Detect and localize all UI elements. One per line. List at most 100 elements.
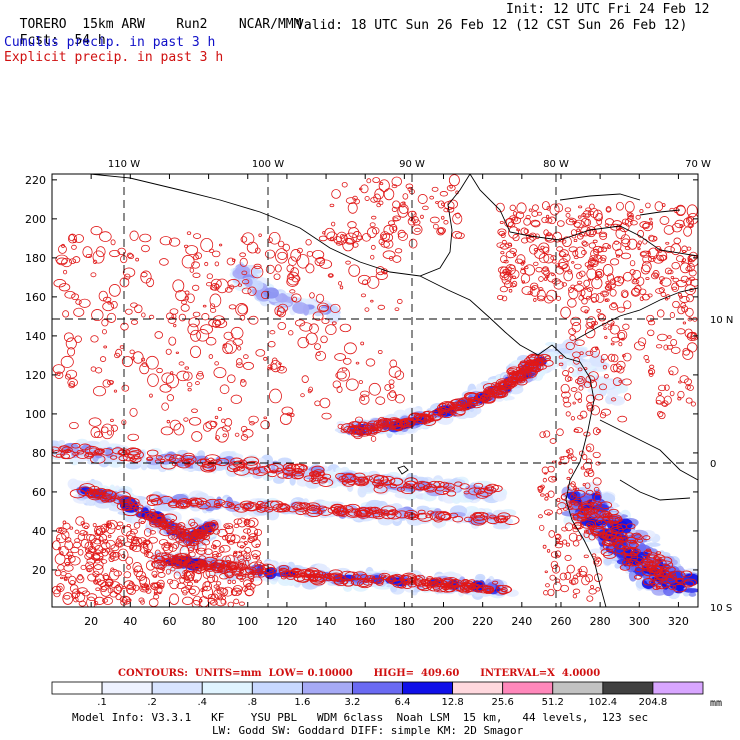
- precip-contour: [353, 198, 360, 205]
- precip-contour: [134, 304, 143, 314]
- precip-contour: [580, 305, 590, 313]
- precip-contour: [370, 435, 377, 442]
- precip-contour: [231, 579, 237, 584]
- precip-contour: [395, 510, 409, 519]
- precip-contour: [214, 361, 219, 366]
- precip-contour: [412, 219, 421, 226]
- precip-contour: [175, 536, 186, 543]
- precip-contour: [240, 550, 248, 557]
- precip-contour: [153, 594, 160, 600]
- precip-contour: [110, 567, 115, 572]
- precip-contour: [388, 379, 395, 385]
- precip-contour: [629, 260, 636, 267]
- precip-contour: [603, 327, 607, 330]
- precip-contour: [561, 391, 571, 399]
- precip-contour: [462, 585, 474, 593]
- precip-contour: [322, 231, 326, 235]
- precip-contour: [285, 463, 300, 473]
- precip-contour: [121, 504, 132, 511]
- precip-contour: [171, 535, 175, 539]
- precip-contour: [646, 314, 655, 323]
- precip-contour: [579, 289, 586, 297]
- precip-contour: [541, 201, 550, 211]
- precip-contour: [501, 295, 508, 302]
- precip-contour: [530, 219, 541, 227]
- precip-contour: [685, 307, 694, 317]
- precip-contour: [54, 553, 66, 565]
- precip-contour: [679, 262, 691, 274]
- precip-contour: [584, 286, 588, 290]
- precip-contour: [566, 564, 575, 574]
- precip-contour: [552, 231, 563, 243]
- precip-contour: [455, 212, 461, 219]
- precip-contour: [259, 563, 275, 573]
- precip-contour: [659, 216, 670, 225]
- precip-contour: [343, 425, 356, 434]
- precip-cell: [263, 287, 279, 299]
- precip-cell: [474, 480, 492, 486]
- precip-contour: [101, 329, 107, 335]
- precip-contour: [592, 239, 598, 244]
- precip-contour: [293, 502, 309, 512]
- precip-contour: [685, 397, 693, 404]
- precip-contour: [282, 472, 294, 480]
- precip-contour: [204, 531, 212, 536]
- precip-contour: [397, 583, 407, 589]
- precip-contour: [497, 266, 509, 274]
- precip-contour: [652, 270, 660, 278]
- precip-contour: [166, 419, 171, 424]
- precip-contour: [604, 223, 610, 228]
- precip-contour: [592, 451, 601, 459]
- precip-contour: [559, 249, 569, 258]
- precip-contour: [373, 193, 381, 203]
- precip-contour: [372, 512, 385, 520]
- precip-contour: [417, 481, 432, 490]
- precip-contour: [389, 390, 397, 398]
- precip-contour: [531, 286, 536, 291]
- precip-contour: [601, 291, 608, 296]
- precip-contour: [660, 291, 667, 297]
- precip-contour: [314, 343, 321, 350]
- precip-contour: [204, 581, 211, 588]
- precip-contour: [436, 227, 445, 236]
- precip-contour: [549, 574, 556, 581]
- precip-contour: [447, 199, 458, 209]
- precip-contour: [263, 356, 268, 361]
- precip-contour: [336, 385, 343, 393]
- precip-contour: [546, 548, 551, 553]
- precip-contour: [475, 491, 489, 499]
- precip-contour: [661, 402, 668, 407]
- precip-contour: [128, 447, 142, 456]
- precip-contour: [576, 572, 581, 578]
- precip-contour: [250, 265, 264, 279]
- precip-contour: [475, 391, 489, 400]
- precip-contour: [330, 303, 341, 313]
- precip-contour: [214, 415, 219, 420]
- precip-contour: [68, 383, 75, 389]
- precip-contour: [562, 507, 568, 511]
- precip-contour: [240, 568, 256, 578]
- precip-contour: [589, 380, 598, 389]
- precip-contour: [196, 542, 207, 552]
- precip-contour: [558, 355, 564, 359]
- precip-contour: [352, 231, 362, 243]
- precip-contour: [69, 580, 76, 585]
- precip-contour: [470, 516, 486, 526]
- precip-contour: [344, 571, 359, 580]
- precip-contour: [422, 485, 429, 490]
- precip-contour: [394, 248, 403, 254]
- precip-contour: [375, 581, 384, 586]
- precip-contour: [543, 430, 551, 438]
- precip-contour: [622, 323, 630, 330]
- precip-contour: [373, 475, 388, 485]
- precip-contour: [323, 573, 330, 578]
- precip-contour: [151, 570, 158, 578]
- precip-contour: [69, 421, 79, 430]
- precip-contour: [222, 343, 233, 354]
- precip-contour: [554, 550, 562, 558]
- precip-contour: [609, 303, 619, 311]
- precip-contour: [360, 396, 365, 402]
- precip-contour: [191, 431, 203, 442]
- precip-contour: [622, 291, 629, 298]
- precip-contour: [103, 345, 108, 349]
